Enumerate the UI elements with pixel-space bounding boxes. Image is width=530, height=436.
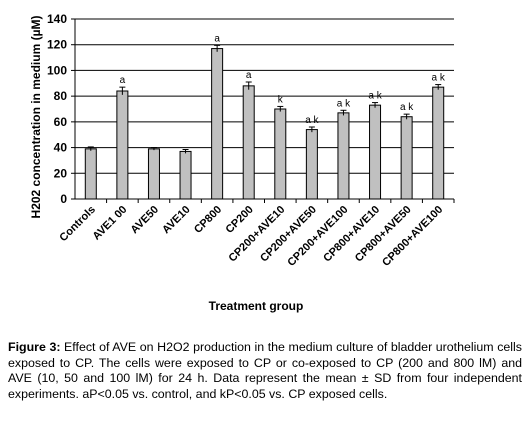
y-tick-label: 20 [54, 166, 68, 180]
bar [369, 104, 382, 200]
x-tick-label: CP800+AVE50 [353, 204, 414, 265]
x-tick-label: CP800+AVE100 [380, 204, 445, 269]
x-tick-label: CP200+AVE10 [227, 204, 288, 265]
x-tick-label: CP200+AVE50 [258, 204, 319, 265]
bar [432, 86, 445, 200]
bar [305, 129, 318, 200]
bar [84, 148, 97, 200]
x-tick-label: AVE50 [129, 204, 162, 237]
bar [116, 90, 129, 200]
figure-caption: Figure 3: Effect of AVE on H2O2 producti… [8, 340, 522, 402]
significance-label: a [214, 33, 220, 44]
y-tick-label: 40 [54, 141, 68, 155]
y-tick-label: 0 [60, 192, 67, 206]
significance-label: a k [432, 73, 446, 84]
y-tick-label: 60 [54, 115, 68, 129]
bar [179, 150, 192, 200]
significance-label: a [120, 75, 126, 86]
bar [337, 112, 350, 200]
y-axis-title: H202 concentration in medium (µM) [29, 16, 43, 219]
bar [274, 108, 287, 200]
bar [242, 85, 255, 200]
bar [400, 116, 413, 200]
significance-label: a [246, 70, 252, 81]
bar [211, 48, 224, 200]
x-tick-label: AVE1 00 [90, 204, 129, 243]
caption-label: Figure 3: [8, 340, 61, 354]
significance-label: a k [400, 102, 414, 113]
y-tick-label: 100 [47, 63, 67, 77]
significance-labels: a a a k a k a k a k a k a k [120, 33, 446, 126]
axes [74, 19, 454, 200]
x-tick-label: CP800+AVE10 [321, 204, 382, 265]
significance-label: a k [368, 91, 382, 102]
significance-label: k [278, 94, 284, 105]
gridlines [75, 18, 454, 174]
bar [147, 148, 160, 200]
significance-label: a k [337, 98, 351, 109]
y-tick-label: 80 [54, 89, 68, 103]
y-tick-label: 140 [47, 12, 67, 26]
x-axis-title: Treatment group [209, 299, 304, 313]
x-tick-label: Controls [57, 204, 97, 244]
y-tick-labels: 0 20 40 60 80 100 120 140 [47, 12, 75, 206]
caption-text: Effect of AVE on H2O2 production in the … [8, 340, 522, 401]
y-tick-label: 120 [47, 38, 67, 52]
x-tick-label: AVE10 [160, 204, 193, 237]
significance-label: a k [305, 115, 319, 126]
x-tick-label: CP800 [192, 204, 224, 236]
